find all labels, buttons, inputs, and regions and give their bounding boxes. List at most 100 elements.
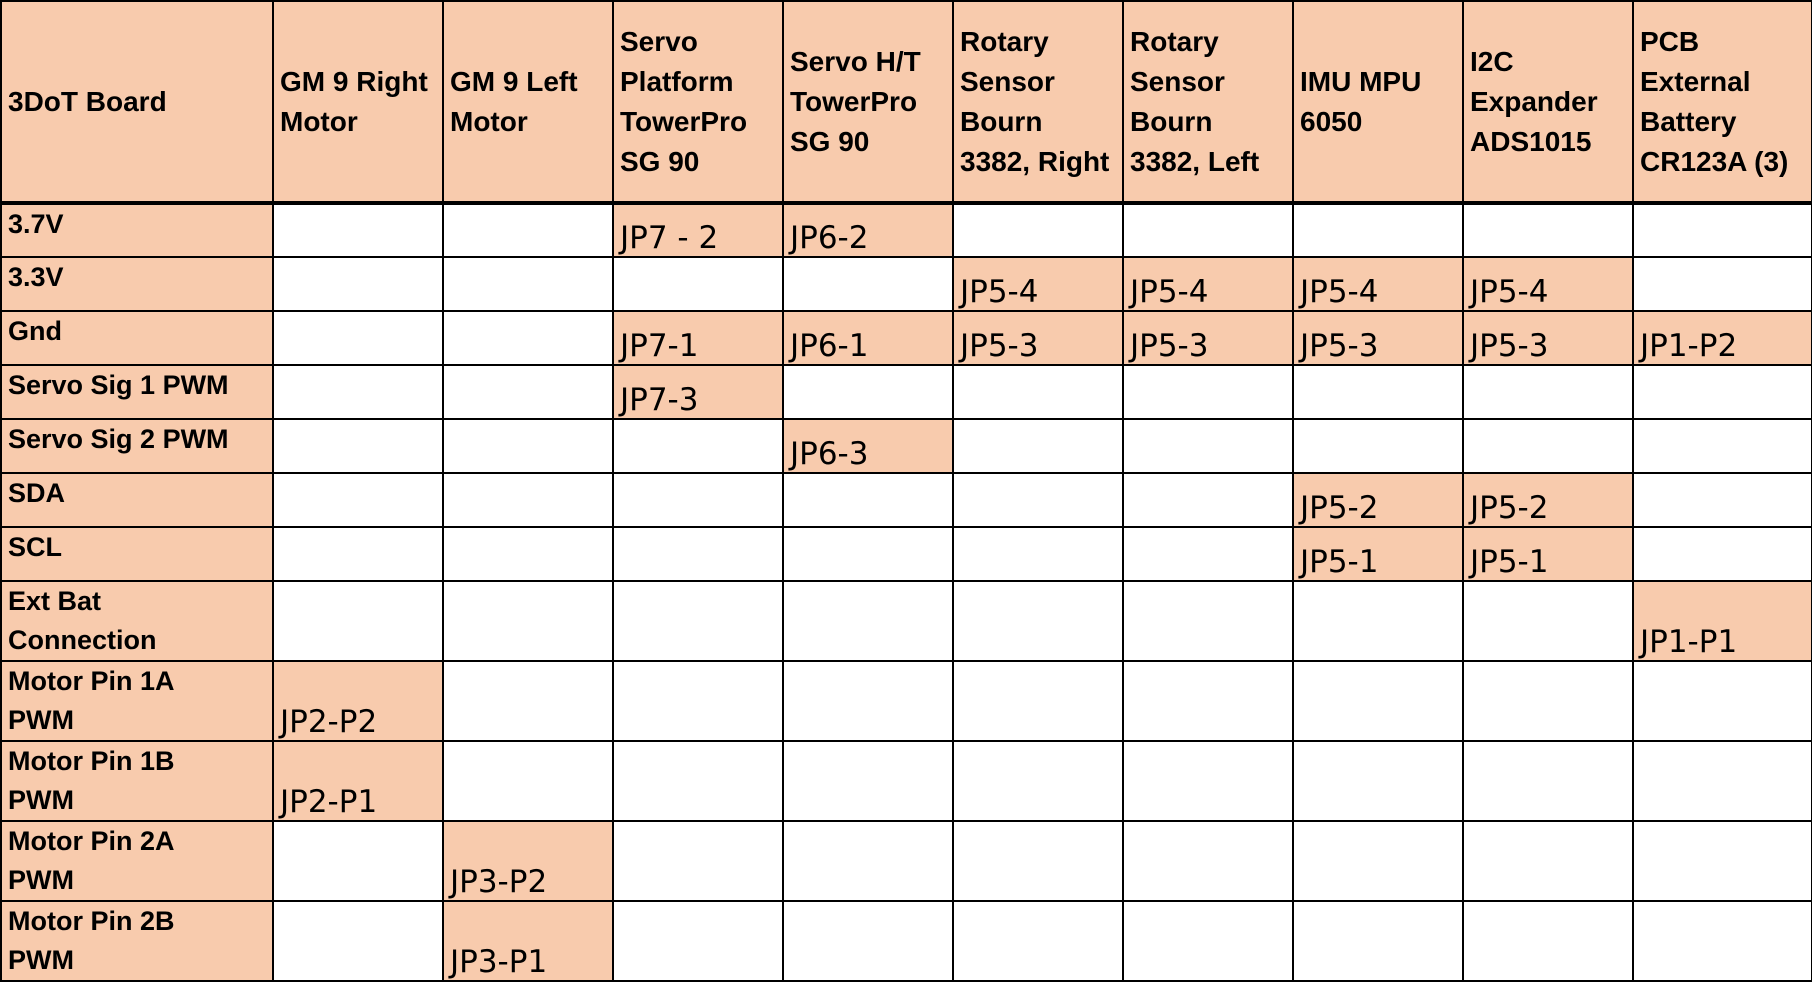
pin-cell: JP2-P1 — [272, 740, 444, 822]
empty-cell — [612, 660, 784, 742]
header-line: SG 90 — [790, 125, 870, 157]
header-line: Platform — [620, 65, 734, 97]
pin-cell: JP5-2 — [1292, 472, 1464, 528]
pin-cell: JP5-4 — [1122, 256, 1294, 312]
empty-cell — [782, 256, 954, 312]
empty-cell — [442, 660, 614, 742]
header-line: I2C — [1470, 45, 1514, 77]
header-line: PCB — [1640, 25, 1700, 57]
header-line: SG 90 — [620, 145, 700, 177]
empty-cell — [442, 580, 614, 662]
empty-cell — [1462, 202, 1634, 258]
pin-cell: JP5-1 — [1462, 526, 1634, 582]
header-line: Sensor — [1130, 65, 1225, 97]
row-label-line: Servo Sig 1 PWM — [8, 370, 229, 400]
table-row: 3.3V JP5-4 JP5-4 JP5-4 JP5-4 — [0, 256, 1812, 312]
empty-cell — [782, 740, 954, 822]
empty-cell — [1292, 202, 1464, 258]
row-label: SDA — [0, 472, 274, 528]
empty-cell — [952, 660, 1124, 742]
empty-cell — [782, 660, 954, 742]
pin-cell: JP7-1 — [612, 310, 784, 366]
row-label-line: PWM — [8, 705, 74, 735]
row-label: 3.7V — [0, 202, 274, 258]
empty-cell — [1462, 660, 1634, 742]
pin-cell: JP5-3 — [952, 310, 1124, 366]
pin-cell: JP7 - 2 — [612, 202, 784, 258]
column-header-gm9-left-motor: GM 9 Left Motor — [442, 0, 614, 205]
pin-cell: JP2-P2 — [272, 660, 444, 742]
pin-cell: JP1-P1 — [1632, 580, 1812, 662]
pin-cell: JP6-2 — [782, 202, 954, 258]
header-line: 3382, Right — [960, 145, 1110, 177]
empty-cell — [1292, 740, 1464, 822]
header-line: GM 9 Right — [280, 65, 428, 97]
empty-cell — [952, 740, 1124, 822]
empty-cell — [1122, 820, 1294, 902]
pin-cell: JP5-3 — [1292, 310, 1464, 366]
empty-cell — [272, 820, 444, 902]
empty-cell — [782, 580, 954, 662]
row-label-line: Motor Pin 2B — [8, 906, 175, 936]
row-label-line: PWM — [8, 945, 74, 975]
empty-cell — [1122, 740, 1294, 822]
empty-cell — [952, 202, 1124, 258]
pin-cell: JP3-P1 — [442, 900, 614, 982]
header-line: Rotary — [1130, 25, 1219, 57]
empty-cell — [1292, 660, 1464, 742]
row-label-line: Gnd — [8, 316, 62, 346]
table-row: SDA JP5-2 JP5-2 — [0, 472, 1812, 528]
column-header-servo-ht: Servo H/T TowerPro SG 90 — [782, 0, 954, 205]
empty-cell — [1462, 364, 1634, 420]
header-line: Bourn — [960, 105, 1043, 137]
pin-cell: JP1-P2 — [1632, 310, 1812, 366]
row-label-line: Motor Pin 1A — [8, 666, 175, 696]
empty-cell — [782, 526, 954, 582]
empty-cell — [442, 740, 614, 822]
empty-cell — [1292, 820, 1464, 902]
header-line: GM 9 Left — [450, 65, 578, 97]
empty-cell — [612, 256, 784, 312]
empty-cell — [612, 740, 784, 822]
corner-header: 3DoT Board — [0, 0, 274, 205]
empty-cell — [1632, 660, 1812, 742]
empty-cell — [952, 526, 1124, 582]
empty-cell — [1462, 740, 1634, 822]
header-line: Servo H/T — [790, 45, 921, 77]
header-line: Servo — [620, 25, 698, 57]
column-header-pcb-battery: PCB External Battery CR123A (3) — [1632, 0, 1812, 205]
empty-cell — [782, 472, 954, 528]
empty-cell — [1632, 418, 1812, 474]
pin-cell: JP5-1 — [1292, 526, 1464, 582]
empty-cell — [1632, 472, 1812, 528]
empty-cell — [1462, 820, 1634, 902]
empty-cell — [952, 900, 1124, 982]
empty-cell — [442, 526, 614, 582]
empty-cell — [1632, 900, 1812, 982]
table-row: SCL JP5-1 JP5-1 — [0, 526, 1812, 582]
header-line: CR123A (3) — [1640, 145, 1789, 177]
empty-cell — [1632, 364, 1812, 420]
row-label-line: SCL — [8, 532, 62, 562]
empty-cell — [272, 472, 444, 528]
pin-cell: JP5-3 — [1122, 310, 1294, 366]
header-row: 3DoT Board GM 9 Right Motor GM 9 Left Mo… — [0, 0, 1812, 205]
pin-cell: JP5-2 — [1462, 472, 1634, 528]
empty-cell — [612, 472, 784, 528]
empty-cell — [782, 364, 954, 420]
row-label-line: 3.3V — [8, 262, 64, 292]
row-label-line: Ext Bat — [8, 586, 102, 616]
table-row: Motor Pin 1B PWM JP2-P1 — [0, 740, 1812, 822]
empty-cell — [272, 418, 444, 474]
header-line: IMU MPU — [1300, 65, 1422, 97]
pin-cell: JP5-4 — [1292, 256, 1464, 312]
table-row: Motor Pin 1A PWM JP2-P2 — [0, 660, 1812, 742]
empty-cell — [612, 526, 784, 582]
row-label-line: Motor Pin 2A — [8, 826, 175, 856]
header-line: Bourn — [1130, 105, 1213, 137]
header-line: Battery — [1640, 105, 1737, 137]
empty-cell — [1292, 900, 1464, 982]
empty-cell — [1462, 580, 1634, 662]
empty-cell — [612, 580, 784, 662]
row-label-line: SDA — [8, 478, 66, 508]
